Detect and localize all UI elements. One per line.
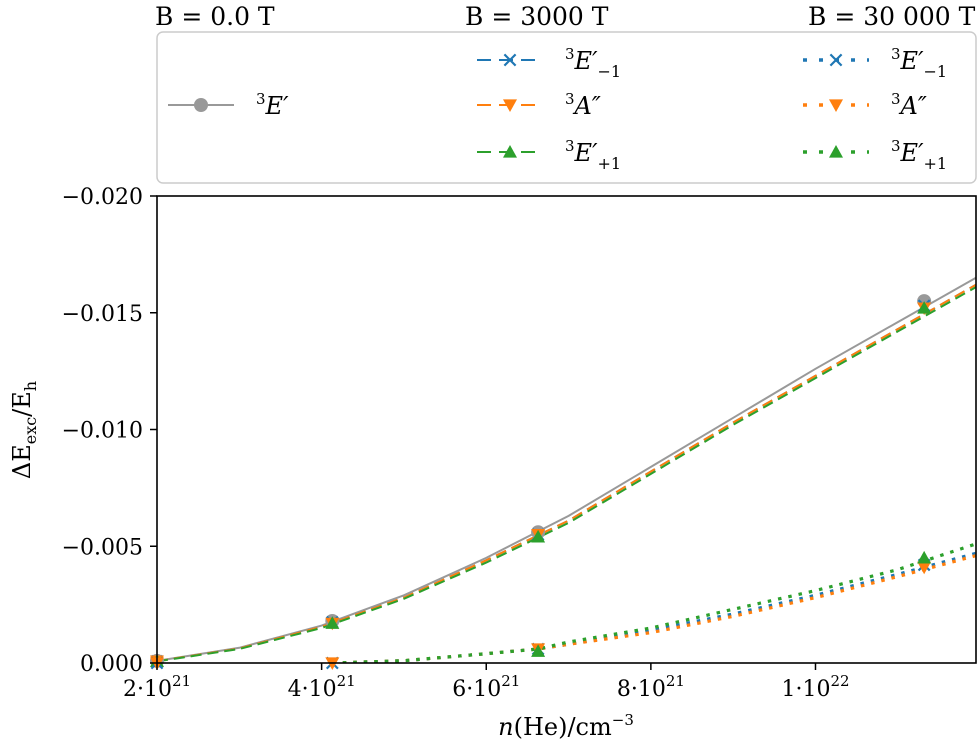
legend-label: 3E′ — [256, 90, 289, 120]
legend-entry: 3A″ — [803, 90, 927, 120]
legend-marker — [503, 145, 517, 158]
legend-items: 3E′ 3E′−1 3A″ 3E′+1 3E′−1 3A″ 3E′+1 — [168, 45, 947, 173]
legend-label: 3E′+1 — [565, 137, 621, 173]
x-tick-label: 4·1021 — [288, 672, 356, 702]
series-layer — [157, 276, 976, 663]
y-tick-label: 0.000 — [80, 652, 143, 677]
y-axis-label: ΔEexc/Eh — [8, 381, 40, 479]
legend-label: 3E′+1 — [891, 137, 947, 173]
data-point-6-0 — [531, 644, 546, 657]
legend-marker — [829, 99, 843, 112]
data-point-3-2 — [531, 529, 546, 543]
legend-entry: 3E′−1 — [477, 45, 621, 81]
x-tick-label: 1·1022 — [781, 672, 849, 702]
legend-marker — [503, 53, 517, 67]
data-point-3-1 — [325, 616, 340, 629]
series-line-5 — [332, 554, 976, 663]
legend-entry: 3E′ — [168, 90, 289, 120]
legend-box — [156, 31, 977, 184]
series-line-3 — [157, 286, 976, 663]
series-line-6 — [332, 542, 976, 663]
legend-entry: 3A″ — [477, 90, 601, 120]
legend-title-b3000: B = 3000 T — [465, 2, 609, 31]
legend-label: 3A″ — [565, 90, 601, 120]
y-tick-label: −0.010 — [62, 419, 143, 444]
legend-entry: 3E′+1 — [803, 137, 947, 173]
y-tick-label: −0.015 — [62, 302, 143, 327]
y-axis-ticks: 0.000 −0.005 −0.010 −0.015 −0.020 — [62, 185, 157, 677]
x-tick-label: 6·1021 — [452, 672, 520, 702]
x-axis-ticks: 2·1021 4·1021 6·1021 8·1021 1·1022 — [123, 663, 850, 702]
legend-title-b30000: B = 30 000 T — [808, 2, 976, 31]
series-line-2 — [157, 283, 976, 663]
series-line-0 — [157, 276, 976, 662]
data-point-3-3 — [917, 301, 932, 314]
legend-entry: 3E′+1 — [477, 137, 621, 173]
series-line-4 — [332, 551, 976, 663]
marker-layer — [150, 294, 932, 670]
x-tick-label: 8·1021 — [617, 672, 685, 702]
x-axis-label: n(He)/cm−3 — [498, 711, 634, 741]
plot-frame — [156, 195, 977, 664]
legend-label: 3E′−1 — [891, 45, 947, 81]
series-line-1 — [157, 283, 976, 663]
legend-marker — [829, 145, 843, 158]
y-tick-label: −0.020 — [62, 185, 143, 210]
legend-title-b0: B = 0.0 T — [155, 2, 275, 31]
legend-marker — [194, 98, 208, 112]
legend-label: 3A″ — [891, 90, 927, 120]
x-tick-label: 2·1021 — [123, 672, 191, 702]
legend-marker — [503, 99, 517, 112]
y-tick-label: −0.005 — [62, 535, 143, 560]
legend-marker — [829, 53, 843, 67]
data-point-6-1 — [917, 550, 932, 564]
data-point-5-3 — [917, 561, 932, 575]
legend-entry: 3E′−1 — [803, 45, 947, 81]
legend-label: 3E′−1 — [565, 45, 621, 81]
